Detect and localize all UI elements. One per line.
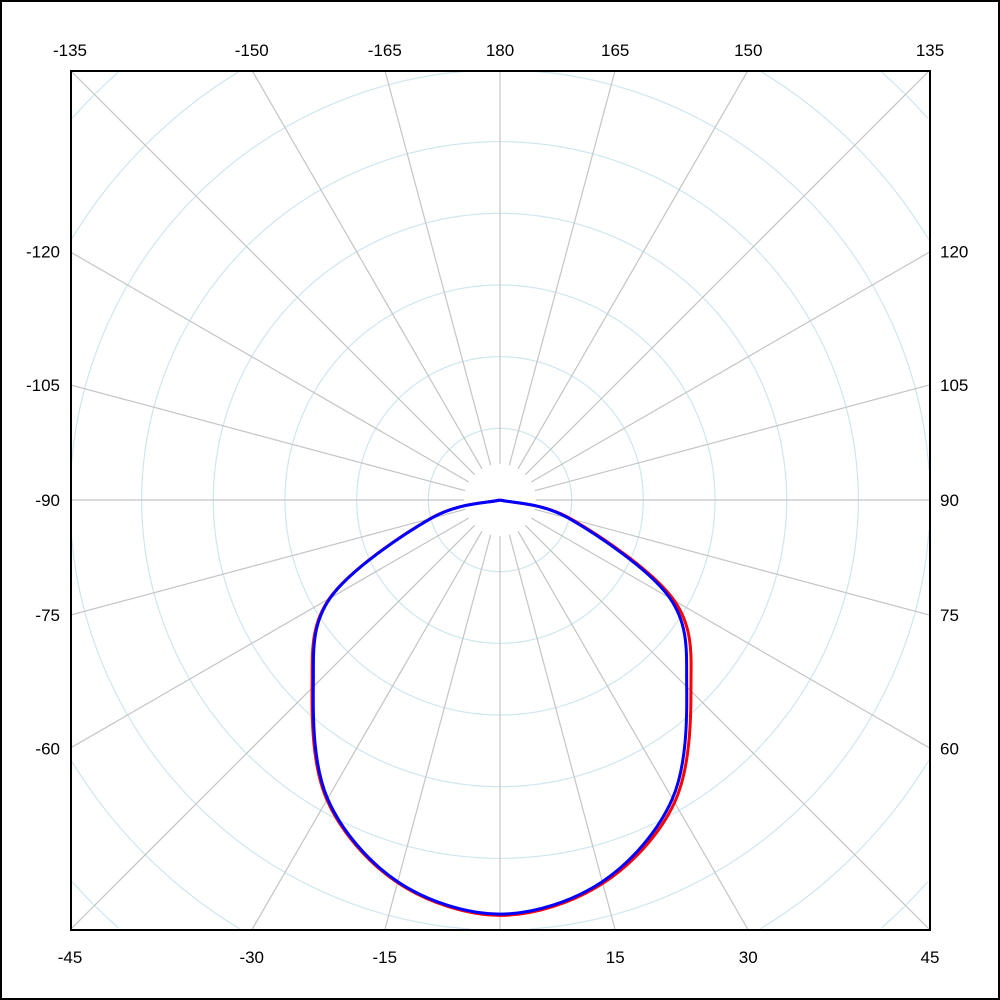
- grid-spoke: [530, 251, 930, 483]
- plot-frame: [70, 70, 931, 931]
- angle-tick-label: 165: [601, 41, 629, 60]
- grid-spoke: [530, 517, 930, 749]
- series-line-2: [311, 498, 689, 916]
- grid-spoke: [525, 525, 930, 930]
- angle-tick-label: 135: [916, 41, 944, 60]
- angle-tick-label: 180: [486, 41, 514, 60]
- grid-spoke: [70, 508, 466, 616]
- angle-tick-label: -30: [239, 948, 264, 967]
- series-curves: [310, 498, 693, 917]
- angle-tick-label: -150: [235, 41, 269, 60]
- angle-tick-label: 150: [734, 41, 762, 60]
- angle-tick-label: -105: [26, 376, 60, 395]
- grid-spoke: [525, 70, 930, 475]
- angle-tick-label: -120: [26, 243, 60, 262]
- angle-tick-label: -135: [53, 41, 87, 60]
- grid-spoke: [251, 70, 483, 470]
- angle-tick-label: -15: [372, 948, 397, 967]
- angle-grid-spokes: [70, 70, 930, 930]
- grid-spoke: [70, 70, 475, 475]
- angle-tick-label: -90: [35, 491, 60, 510]
- grid-spoke: [70, 384, 466, 492]
- angle-tick-label: 90: [940, 491, 959, 510]
- angle-tick-label: 105: [940, 376, 968, 395]
- angle-tick-label: -60: [35, 739, 60, 758]
- angle-tick-label: -45: [58, 948, 83, 967]
- grid-spoke: [517, 70, 749, 470]
- grid-spoke: [384, 70, 492, 466]
- angle-tick-label: -165: [368, 41, 402, 60]
- angle-tick-label: 45: [921, 948, 940, 967]
- grid-spoke: [70, 525, 475, 930]
- grid-spoke: [70, 517, 470, 749]
- grid-spoke: [534, 508, 930, 616]
- grid-spoke: [534, 384, 930, 492]
- angle-tick-label: 75: [940, 606, 959, 625]
- angle-tick-label: 30: [739, 948, 758, 967]
- angle-tick-label: -75: [35, 606, 60, 625]
- grid-spoke: [251, 530, 483, 930]
- grid-spoke: [517, 530, 749, 930]
- angle-tick-label: 15: [606, 948, 625, 967]
- angle-tick-labels: -135 -150 -165 180 165 150 135 120 105 90 75 60 45 30…: [26, 41, 968, 967]
- angle-tick-label: 60: [940, 739, 959, 758]
- angle-tick-label: 120: [940, 243, 968, 262]
- grid-spoke: [508, 534, 616, 930]
- grid-spoke: [384, 534, 492, 930]
- grid-spoke: [508, 70, 616, 466]
- grid-spoke: [70, 251, 470, 483]
